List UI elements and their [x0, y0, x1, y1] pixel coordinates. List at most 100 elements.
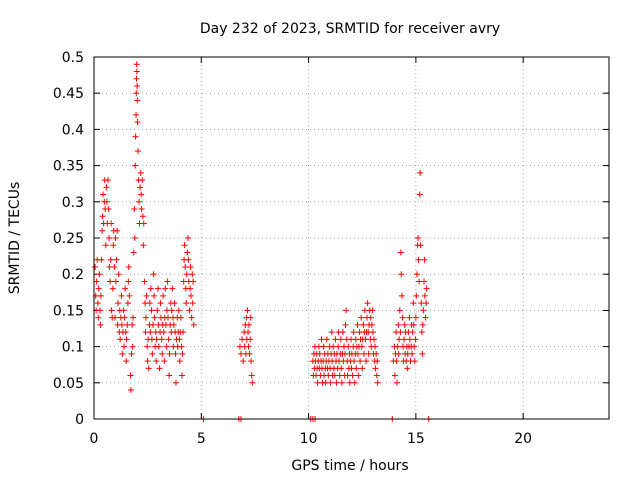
- data-point: [359, 365, 366, 372]
- x-tick-label: 0: [90, 431, 99, 447]
- data-point: [189, 271, 196, 278]
- data-point: [169, 285, 176, 292]
- data-point: [245, 329, 252, 336]
- data-point: [176, 336, 183, 343]
- y-tick-label: 0.25: [53, 231, 84, 247]
- data-point: [351, 379, 358, 386]
- x-tick-label: 15: [407, 431, 425, 447]
- data-point: [183, 271, 190, 278]
- data-point: [410, 321, 417, 328]
- data-point: [147, 329, 154, 336]
- data-point: [133, 111, 140, 118]
- data-point: [395, 321, 402, 328]
- data-point: [139, 213, 146, 220]
- data-point: [182, 263, 189, 270]
- data-point: [166, 372, 173, 379]
- data-point: [114, 227, 121, 234]
- data-point: [419, 321, 426, 328]
- data-point: [413, 271, 420, 278]
- data-point: [189, 300, 196, 307]
- data-point: [178, 372, 185, 379]
- data-point: [127, 387, 134, 394]
- y-axis-label: SRMTID / TECUs: [7, 182, 23, 295]
- data-point: [417, 169, 424, 176]
- data-point: [127, 372, 134, 379]
- data-point: [357, 358, 364, 365]
- data-point: [105, 206, 112, 213]
- data-point: [122, 285, 129, 292]
- data-point: [248, 372, 255, 379]
- data-point: [165, 336, 172, 343]
- data-point: [144, 358, 151, 365]
- data-point: [177, 314, 184, 321]
- data-point: [134, 82, 141, 89]
- data-point: [139, 177, 146, 184]
- data-point: [97, 307, 104, 314]
- data-point: [131, 206, 138, 213]
- data-point: [184, 249, 191, 256]
- data-point: [354, 350, 361, 357]
- data-point: [117, 336, 124, 343]
- data-point: [93, 278, 100, 285]
- data-point: [411, 358, 418, 365]
- data-point: [372, 365, 379, 372]
- data-point: [137, 184, 144, 191]
- data-point: [107, 278, 114, 285]
- data-point: [413, 292, 420, 299]
- data-point: [124, 300, 131, 307]
- data-point: [142, 314, 149, 321]
- data-point: [190, 278, 197, 285]
- data-point: [393, 379, 400, 386]
- data-point: [373, 372, 380, 379]
- data-point: [102, 242, 109, 249]
- data-point: [178, 343, 185, 350]
- data-point: [121, 343, 128, 350]
- data-point: [171, 300, 178, 307]
- data-point: [132, 133, 139, 140]
- data-point: [112, 235, 119, 241]
- data-point: [146, 300, 153, 307]
- data-point: [343, 307, 350, 314]
- x-tick-label: 5: [197, 431, 206, 447]
- data-point: [393, 358, 400, 365]
- data-point: [164, 278, 171, 285]
- data-point: [398, 271, 405, 278]
- data-point: [92, 263, 99, 270]
- data-point: [128, 350, 135, 357]
- data-point: [397, 249, 404, 256]
- data-point: [112, 278, 119, 285]
- data-point: [416, 191, 423, 198]
- data-point: [415, 256, 422, 263]
- data-point: [401, 321, 408, 328]
- data-point: [245, 321, 252, 328]
- data-point: [133, 68, 140, 75]
- data-point: [374, 379, 381, 386]
- data-point: [134, 148, 141, 155]
- data-point: [421, 292, 428, 299]
- data-point: [332, 336, 339, 343]
- plot-frame: [93, 56, 610, 420]
- data-point: [249, 379, 256, 386]
- data-point: [95, 314, 102, 321]
- data-point: [140, 242, 147, 249]
- data-point: [327, 379, 334, 386]
- data-point: [406, 314, 413, 321]
- chart-title: Day 232 of 2023, SRMTID for receiver avr…: [200, 21, 500, 37]
- data-point: [417, 242, 424, 249]
- data-point: [172, 379, 179, 386]
- data-point: [372, 343, 379, 350]
- data-point: [155, 343, 162, 350]
- data-point: [338, 365, 345, 372]
- x-axis-label: GPS time / hours: [291, 458, 408, 474]
- data-point: [411, 343, 418, 350]
- data-point: [150, 321, 157, 328]
- data-point: [123, 336, 130, 343]
- data-point: [97, 321, 104, 328]
- axis-ticks: 0 5 10 15 20 0 0.05 0.1 0.15 0.2 0.25 0.3 0.35 0.4 0.4…: [53, 50, 609, 447]
- data-point: [98, 256, 105, 263]
- data-point: [103, 198, 110, 205]
- data-point: [147, 285, 154, 292]
- data-point: [248, 358, 255, 365]
